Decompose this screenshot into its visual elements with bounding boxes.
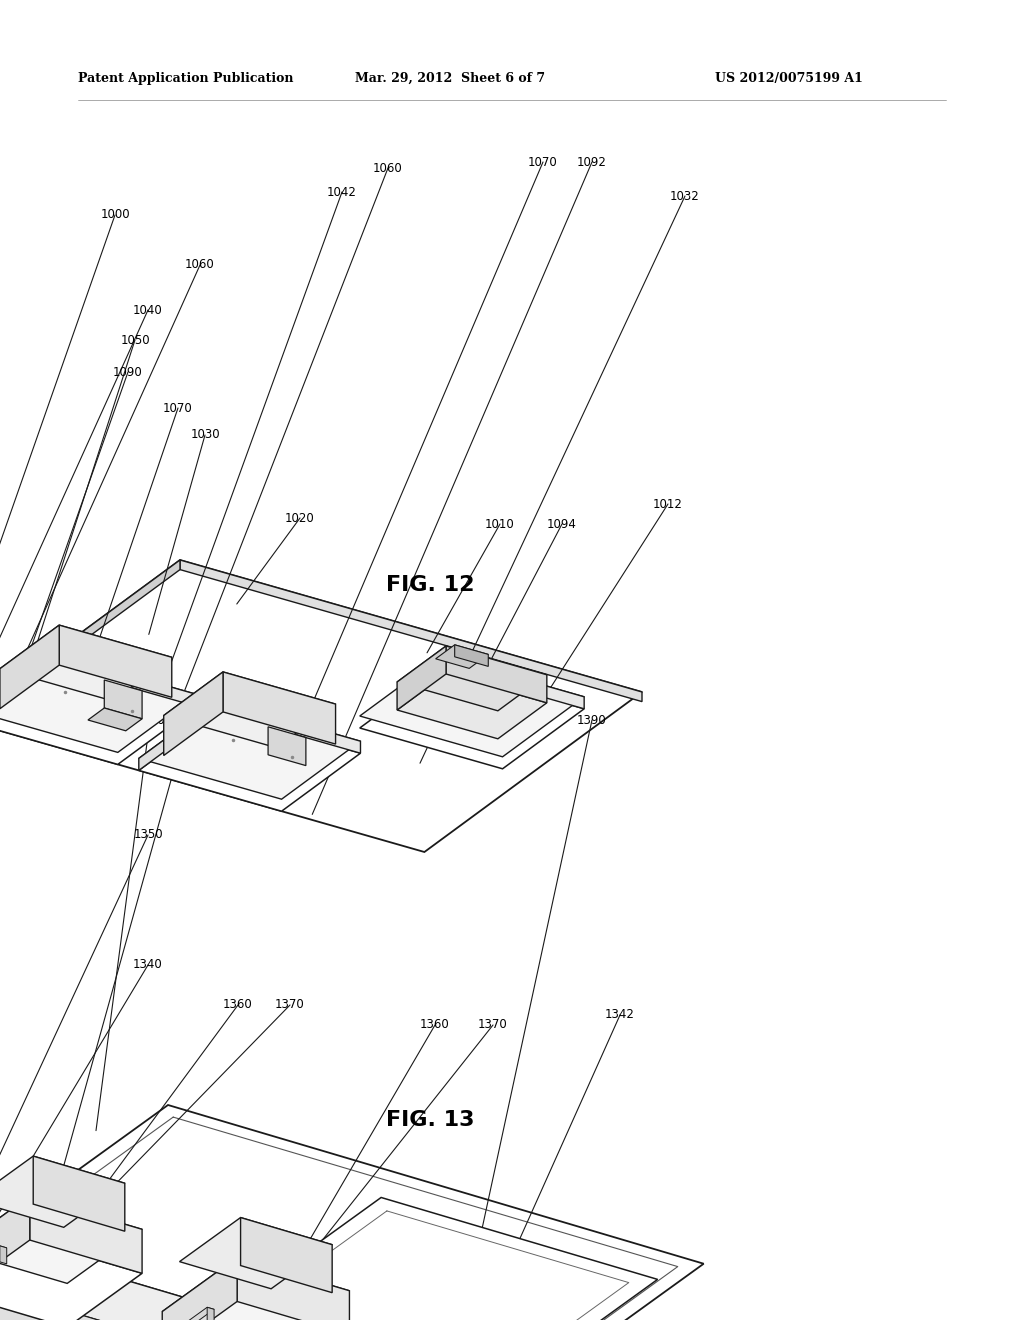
Polygon shape bbox=[0, 1105, 703, 1320]
Text: 1370: 1370 bbox=[478, 1019, 508, 1031]
Polygon shape bbox=[0, 653, 197, 752]
Polygon shape bbox=[435, 644, 488, 668]
Polygon shape bbox=[0, 1196, 30, 1294]
Polygon shape bbox=[252, 727, 306, 750]
Polygon shape bbox=[0, 560, 642, 851]
Text: 1300: 1300 bbox=[135, 714, 165, 726]
Polygon shape bbox=[30, 1196, 142, 1274]
Polygon shape bbox=[359, 668, 584, 768]
Polygon shape bbox=[164, 672, 223, 755]
Polygon shape bbox=[241, 1217, 332, 1292]
Text: 1032: 1032 bbox=[670, 190, 699, 202]
Polygon shape bbox=[0, 653, 54, 723]
Polygon shape bbox=[397, 645, 446, 710]
Polygon shape bbox=[164, 672, 336, 747]
Polygon shape bbox=[207, 1307, 214, 1320]
Polygon shape bbox=[104, 680, 142, 719]
Polygon shape bbox=[59, 626, 172, 697]
Polygon shape bbox=[238, 1258, 349, 1320]
Polygon shape bbox=[33, 1156, 125, 1232]
Text: 1010: 1010 bbox=[485, 517, 515, 531]
Polygon shape bbox=[162, 1258, 238, 1320]
Text: 1012: 1012 bbox=[653, 498, 683, 511]
Text: 1320: 1320 bbox=[163, 748, 193, 762]
Text: 1030: 1030 bbox=[190, 429, 220, 441]
Polygon shape bbox=[0, 1246, 7, 1263]
Text: 1020: 1020 bbox=[285, 511, 314, 524]
Polygon shape bbox=[268, 727, 306, 766]
Text: 1050: 1050 bbox=[120, 334, 150, 346]
Polygon shape bbox=[397, 645, 547, 710]
Text: 1000: 1000 bbox=[100, 209, 130, 222]
Polygon shape bbox=[0, 1246, 7, 1267]
Polygon shape bbox=[0, 1242, 502, 1320]
Polygon shape bbox=[88, 680, 142, 702]
Polygon shape bbox=[139, 701, 218, 771]
Polygon shape bbox=[54, 653, 197, 706]
Polygon shape bbox=[162, 1258, 349, 1320]
Polygon shape bbox=[179, 1217, 332, 1288]
Polygon shape bbox=[0, 1239, 142, 1320]
Polygon shape bbox=[0, 626, 59, 709]
Text: 1360: 1360 bbox=[223, 998, 253, 1011]
Text: 1060: 1060 bbox=[373, 161, 402, 174]
Text: 1360: 1360 bbox=[420, 1019, 450, 1031]
Polygon shape bbox=[218, 701, 360, 754]
Polygon shape bbox=[0, 1242, 502, 1320]
Polygon shape bbox=[181, 1307, 214, 1320]
Polygon shape bbox=[180, 560, 642, 702]
Polygon shape bbox=[139, 713, 360, 812]
Polygon shape bbox=[223, 672, 336, 744]
Text: 1060: 1060 bbox=[185, 259, 215, 272]
Text: 1390: 1390 bbox=[578, 714, 607, 726]
Text: Patent Application Publication: Patent Application Publication bbox=[78, 73, 294, 84]
Text: 1042: 1042 bbox=[327, 186, 357, 198]
Text: 1070: 1070 bbox=[528, 156, 558, 169]
Text: FIG. 12: FIG. 12 bbox=[386, 576, 474, 595]
Polygon shape bbox=[441, 656, 584, 709]
Polygon shape bbox=[0, 560, 180, 730]
Text: 1070: 1070 bbox=[163, 401, 193, 414]
Polygon shape bbox=[139, 701, 360, 799]
Polygon shape bbox=[455, 644, 488, 667]
Text: 1092: 1092 bbox=[578, 156, 607, 169]
Polygon shape bbox=[0, 1290, 502, 1320]
Text: 1370: 1370 bbox=[275, 998, 305, 1011]
Polygon shape bbox=[88, 708, 142, 731]
Polygon shape bbox=[0, 1196, 142, 1283]
Polygon shape bbox=[359, 656, 584, 756]
Text: Mar. 29, 2012  Sheet 6 of 7: Mar. 29, 2012 Sheet 6 of 7 bbox=[355, 73, 545, 84]
Text: 1350: 1350 bbox=[133, 829, 163, 842]
Polygon shape bbox=[162, 1302, 349, 1320]
Polygon shape bbox=[238, 1197, 657, 1320]
Text: 1040: 1040 bbox=[133, 304, 163, 317]
Text: 1090: 1090 bbox=[113, 366, 143, 379]
Text: 1094: 1094 bbox=[547, 517, 577, 531]
Text: FIG. 13: FIG. 13 bbox=[386, 1110, 474, 1130]
Text: 1340: 1340 bbox=[133, 958, 163, 972]
Polygon shape bbox=[0, 665, 197, 764]
Polygon shape bbox=[0, 626, 172, 701]
Polygon shape bbox=[0, 1156, 125, 1228]
Polygon shape bbox=[397, 675, 547, 739]
Text: 1342: 1342 bbox=[605, 1008, 635, 1022]
Polygon shape bbox=[446, 645, 547, 702]
Text: US 2012/0075199 A1: US 2012/0075199 A1 bbox=[715, 73, 863, 84]
